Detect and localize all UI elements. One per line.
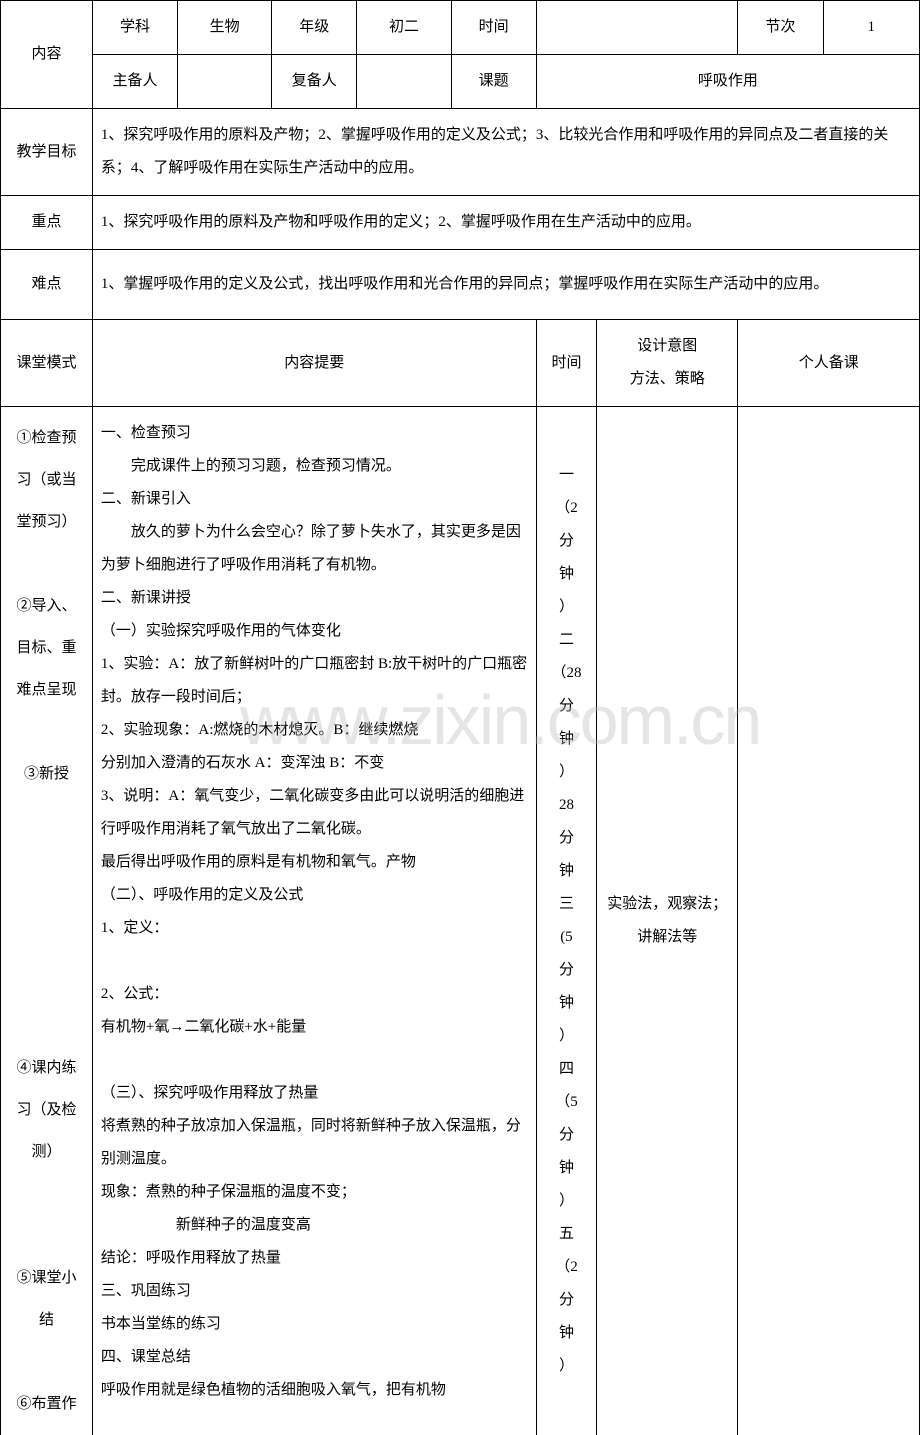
time-column: 一（2分钟）二（28分钟）28分钟三(5分钟）四（5分钟）五（2分钟） (536, 407, 597, 1435)
personal-column (738, 407, 920, 1435)
prep-value (178, 55, 272, 109)
outline-column: 一、检查预习 完成课件上的预习习题，检查预习情况。二、新课引入 放久的萝卜为什么… (92, 407, 536, 1435)
subject-value: 生物 (178, 1, 272, 55)
coprep-value (357, 55, 451, 109)
topic-value: 呼吸作用 (536, 55, 919, 109)
mode-c4: 设计意图方法、策略 (597, 320, 738, 407)
diff-label: 难点 (1, 250, 93, 320)
goals-text: 1、探究呼吸作用的原料及产物；2、掌握呼吸作用的定义及公式；3、比较光合作用和呼… (92, 109, 919, 196)
prep-label: 主备人 (92, 55, 177, 109)
key-label: 重点 (1, 196, 93, 250)
time-value (536, 1, 738, 55)
lesson-plan-table: 内容 学科 生物 年级 初二 时间 节次 1 主备人 复备人 课题 呼吸作用 教… (0, 0, 920, 1435)
time-label: 时间 (451, 1, 536, 55)
key-text: 1、探究呼吸作用的原料及产物和呼吸作用的定义；2、掌握呼吸作用在生产活动中的应用… (92, 196, 919, 250)
methods-column: 实验法，观察法；讲解法等 (597, 407, 738, 1435)
subject-label: 学科 (92, 1, 177, 55)
coprep-label: 复备人 (272, 55, 357, 109)
section-label: 节次 (738, 1, 823, 55)
diff-text: 1、掌握呼吸作用的定义及公式，找出呼吸作用和光合作用的异同点；掌握呼吸作用在实际… (92, 250, 919, 320)
grade-value: 初二 (357, 1, 451, 55)
goals-label: 教学目标 (1, 109, 93, 196)
mode-c1: 课堂模式 (1, 320, 93, 407)
grade-label: 年级 (272, 1, 357, 55)
section-value: 1 (823, 1, 919, 55)
mode-c5: 个人备课 (738, 320, 920, 407)
steps-column: ①检查预习（或当堂预习）②导入、目标、重难点呈现③新授④课内练习（及检测）⑤课堂… (1, 407, 93, 1435)
topic-label: 课题 (451, 55, 536, 109)
mode-c3: 时间 (536, 320, 597, 407)
content-label: 内容 (1, 1, 93, 109)
mode-c2: 内容提要 (92, 320, 536, 407)
